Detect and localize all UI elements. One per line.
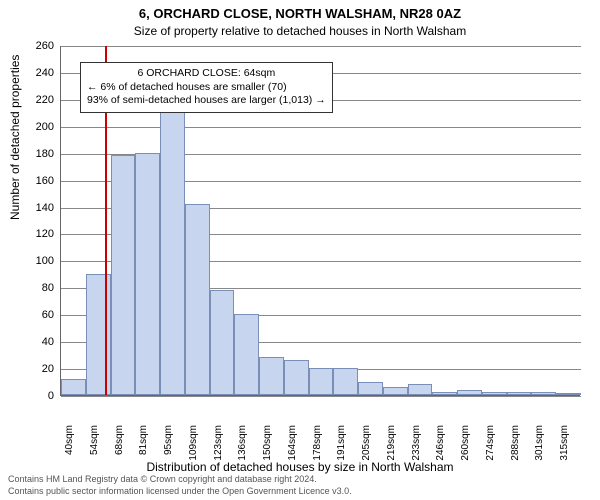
histogram-bar — [135, 153, 160, 395]
histogram-bar — [507, 392, 532, 395]
histogram-bar — [234, 314, 259, 395]
footer-text: Contains HM Land Registry data © Crown c… — [8, 474, 317, 484]
histogram-chart: 6, ORCHARD CLOSE, NORTH WALSHAM, NR28 0A… — [0, 0, 600, 500]
histogram-bar — [309, 368, 334, 395]
y-tick: 120 — [14, 228, 54, 240]
histogram-bar — [531, 392, 556, 395]
y-tick: 100 — [14, 255, 54, 267]
gridline — [61, 127, 581, 128]
histogram-bar — [457, 390, 482, 395]
y-tick: 180 — [14, 148, 54, 160]
y-tick: 160 — [14, 175, 54, 187]
chart-title: 6, ORCHARD CLOSE, NORTH WALSHAM, NR28 0A… — [0, 6, 600, 21]
annot-line: 93% of semi-detached houses are larger (… — [87, 94, 326, 108]
histogram-bar — [358, 382, 383, 395]
annotation-box: 6 ORCHARD CLOSE: 64sqm ← 6% of detached … — [80, 62, 333, 113]
gridline — [61, 46, 581, 47]
y-axis-label: Number of detached properties — [8, 55, 22, 220]
histogram-bar — [333, 368, 358, 395]
histogram-bar — [408, 384, 433, 395]
histogram-bar — [556, 393, 581, 395]
y-tick: 40 — [14, 336, 54, 348]
gridline — [61, 396, 581, 397]
histogram-bar — [111, 155, 136, 395]
y-tick: 240 — [14, 67, 54, 79]
y-tick: 20 — [14, 363, 54, 375]
y-tick: 260 — [14, 40, 54, 52]
y-tick: 60 — [14, 309, 54, 321]
histogram-bar — [210, 290, 235, 395]
histogram-bar — [160, 110, 185, 395]
histogram-bar — [61, 379, 86, 395]
histogram-bar — [259, 357, 284, 395]
y-tick: 80 — [14, 282, 54, 294]
histogram-bar — [383, 387, 408, 395]
y-tick: 200 — [14, 121, 54, 133]
y-tick: 220 — [14, 94, 54, 106]
histogram-bar — [185, 204, 210, 395]
y-tick: 140 — [14, 202, 54, 214]
histogram-bar — [86, 274, 111, 395]
x-axis-label: Distribution of detached houses by size … — [0, 460, 600, 474]
y-tick: 0 — [14, 390, 54, 402]
footer-text: Contains public sector information licen… — [8, 486, 352, 496]
histogram-bar — [432, 392, 457, 395]
chart-subtitle: Size of property relative to detached ho… — [0, 24, 600, 38]
histogram-bar — [284, 360, 309, 395]
annot-line: 6 ORCHARD CLOSE: 64sqm — [87, 67, 326, 81]
annot-line: ← 6% of detached houses are smaller (70) — [87, 81, 326, 95]
histogram-bar — [482, 392, 507, 395]
